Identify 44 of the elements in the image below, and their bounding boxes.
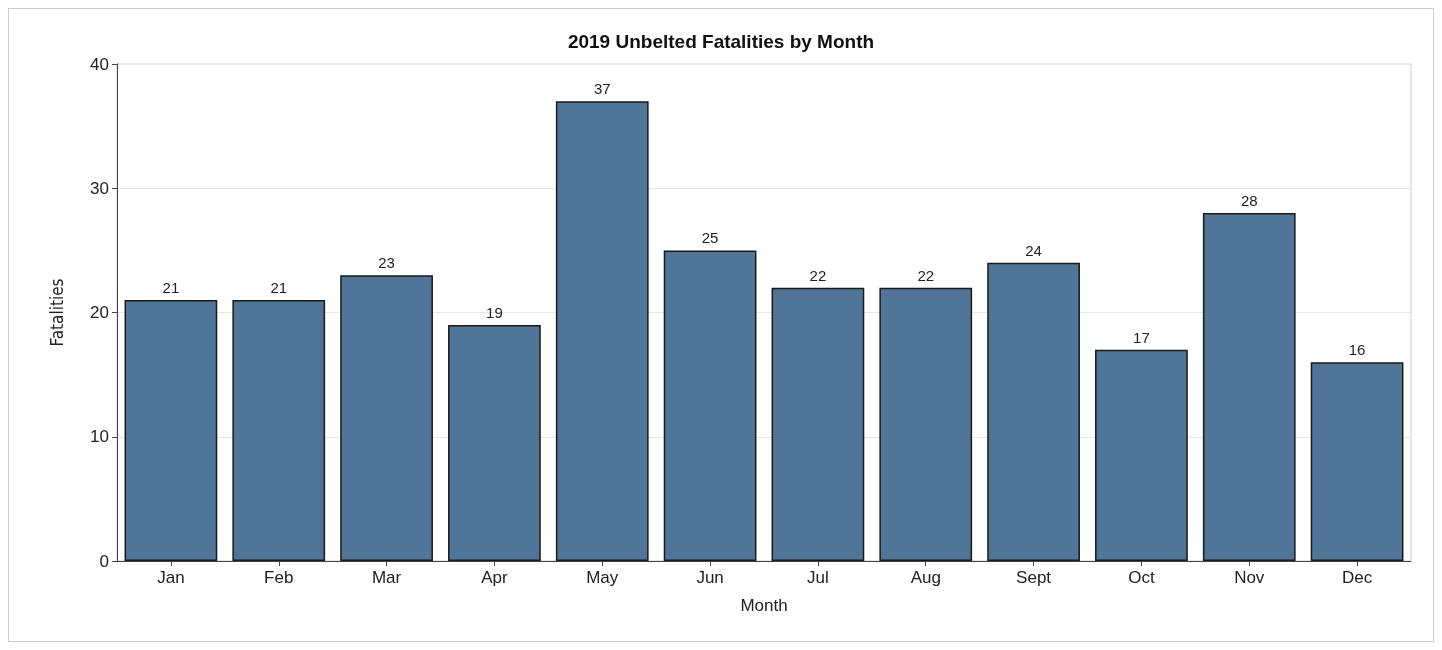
x-tick-label: Jun: [696, 568, 724, 587]
x-tick-label: Jul: [807, 568, 829, 587]
x-tick-label: Feb: [264, 568, 294, 587]
x-axis-title: Month: [740, 596, 788, 615]
bar: [1310, 362, 1404, 561]
data-label: 16: [1348, 341, 1366, 359]
data-label: 22: [809, 266, 827, 284]
x-tick-label: Aug: [910, 568, 941, 587]
data-label: 19: [486, 303, 503, 321]
data-label: 22: [917, 266, 935, 284]
bar: [448, 324, 541, 561]
x-tick-label: Sept: [1016, 568, 1052, 587]
x-tick-label: Jan: [157, 568, 185, 587]
y-tick-label: 0: [99, 551, 109, 571]
x-tick-label: Dec: [1341, 568, 1373, 587]
x-tick-label: Mar: [371, 568, 402, 587]
chart-title: 2019 Unbelted Fatalities by Month: [567, 31, 875, 52]
data-label: 17: [1133, 328, 1150, 346]
y-tick-label: 20: [90, 303, 109, 322]
bar: [987, 262, 1080, 561]
y-axis-title: Fatalities: [46, 278, 67, 347]
data-label: 21: [270, 279, 288, 297]
x-tick-label: May: [586, 568, 619, 587]
data-label: 25: [701, 229, 719, 247]
bar: [124, 300, 218, 561]
bar: [1095, 349, 1188, 561]
x-tick-label: Oct: [1128, 568, 1155, 587]
y-tick-label: 10: [90, 427, 109, 447]
data-label: 28: [1240, 192, 1258, 210]
x-tick-label: Apr: [481, 568, 508, 587]
data-label: 24: [1025, 241, 1042, 259]
bar: [879, 287, 973, 561]
x-tick-label: Nov: [1234, 568, 1265, 587]
data-label: 23: [378, 254, 395, 272]
y-tick-label: 40: [90, 54, 109, 74]
bar: [1202, 213, 1296, 561]
bar: [232, 300, 326, 561]
data-label: 37: [593, 80, 611, 98]
bar: [663, 250, 757, 561]
bar: [340, 275, 433, 561]
bar: [555, 101, 649, 561]
data-label: 21: [162, 279, 180, 297]
y-tick-label: 30: [90, 178, 109, 198]
bar: [771, 287, 865, 561]
